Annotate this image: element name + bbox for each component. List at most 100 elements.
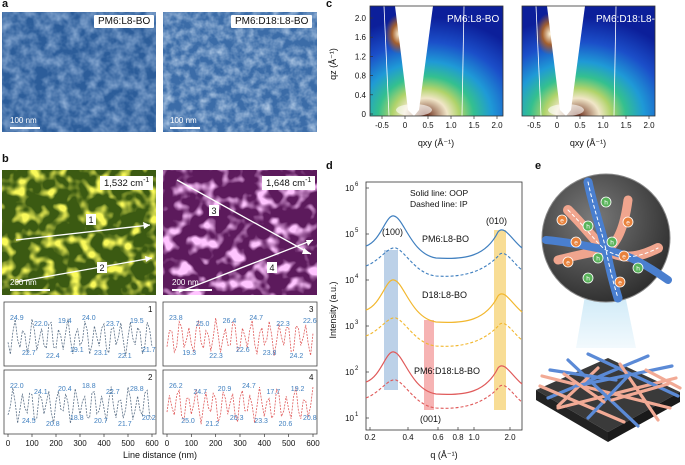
carrier-badge-text: e: [574, 240, 578, 247]
carrier-badge: [614, 276, 626, 288]
profile-label: 19.4: [58, 318, 72, 325]
d-y-tick: 10: [345, 414, 354, 423]
profile-box-3: [162, 301, 318, 367]
carrier-badge-text: e: [626, 220, 630, 227]
panel-letter-b: b: [2, 153, 9, 165]
profile-label: 22.3: [209, 353, 223, 360]
series-label: PM6:D18:L8-BO: [414, 366, 480, 376]
carrier-badge: [556, 214, 568, 226]
panel-letter-a: a: [2, 0, 9, 10]
profile-label: 25.0: [181, 418, 195, 425]
carrier-badge: [570, 236, 582, 248]
profile-trace-3: [166, 318, 314, 356]
band-001: [424, 320, 434, 410]
d-y-label: Intensity (a.u.): [328, 281, 338, 338]
carrier-badge: [600, 196, 612, 208]
profile-tick-label: 0: [165, 439, 170, 448]
profile-tick-label: 100: [25, 439, 39, 448]
c-x-tick: 2.0: [491, 121, 503, 130]
tem-right-label: PM6:D18:L8-BO: [231, 15, 313, 28]
profile-tick-label: 200: [49, 439, 63, 448]
legend-dashed: Dashed line: IP: [410, 199, 468, 209]
giwaxs-left-label: PM6:L8-BO: [447, 14, 500, 25]
carrier-badge-text: h: [596, 256, 600, 263]
scalebar-b-left-text: 200 nm: [10, 278, 37, 287]
d-y-tick: 10: [345, 276, 354, 285]
carrier-badge: [632, 262, 644, 274]
profile-label: 26.2: [169, 383, 183, 390]
line-marker-2: 2: [99, 263, 104, 273]
profile-label: 22.6: [303, 318, 317, 325]
line-marker-4: 4: [269, 263, 274, 273]
curve-oop-0: [365, 215, 523, 260]
d-y-exp: 1: [355, 412, 359, 418]
wavenumber-left: 1,532 cm-1: [100, 176, 154, 191]
schematic-badges: h e h e e h h e e h h e: [556, 196, 644, 288]
profile-label: 22.7: [22, 350, 36, 357]
carrier-badge-text: e: [560, 218, 564, 225]
profile-label: 23.7: [106, 321, 120, 328]
profile-label: 23.1: [94, 350, 108, 357]
scalebar-a-left: [10, 127, 40, 129]
d-y-exp: 6: [355, 182, 359, 188]
band-010: [494, 230, 506, 410]
giwaxs-right-label: PM6:D18:L8-BO: [596, 14, 670, 25]
ir-map-left: 1 2: [2, 170, 156, 295]
profile-tick-label: 400: [97, 439, 111, 448]
profile-label: 20.2: [142, 415, 156, 422]
carrier-badge-text: e: [622, 254, 626, 261]
d-y-tick: 10: [345, 184, 354, 193]
profile-label: 23.3: [254, 418, 268, 425]
d-y-tick: 10: [345, 368, 354, 377]
profile-label: 22.0: [34, 321, 48, 328]
xrd-chart: PM6:L8-BO D18:L8-BO PM6:D18:L8-BO Solid lin…: [328, 181, 523, 460]
profile-label: 19.1: [70, 347, 84, 354]
profile-label: 24.9: [10, 315, 24, 322]
carrier-badge-text: h: [586, 224, 590, 231]
profile-label: 25.0: [196, 321, 210, 328]
carrier-badge: [582, 220, 594, 232]
c-y-label: qz (Å⁻¹): [328, 48, 338, 80]
peak-100: (100): [382, 227, 403, 237]
carrier-badge-text: h: [604, 200, 608, 207]
profile-trace-1: [7, 318, 153, 357]
profile-label: 28.8: [130, 386, 144, 393]
d-x-tick: 0.8: [452, 433, 464, 442]
profile-label: 23.8: [263, 350, 277, 357]
profile-label: 22.1: [118, 353, 132, 360]
band-100: [384, 250, 398, 390]
profile-label: 22.0: [10, 383, 24, 390]
c-x-tick: 1.0: [597, 121, 609, 130]
d-y-exp: 2: [355, 366, 359, 372]
c-y-tick: 0: [362, 110, 367, 119]
c-x-label: qxy (Å⁻¹): [418, 138, 454, 148]
profile-label: 19.5: [130, 318, 144, 325]
profile-label: 24.5: [22, 418, 36, 425]
profile-label: 21.7: [118, 421, 132, 428]
curve-oop-2: [365, 351, 523, 396]
d-y-exp: 4: [355, 274, 359, 280]
c-x-tick: 0: [403, 121, 408, 130]
morphology-schematic: h e h e e h h e e h h e: [536, 173, 682, 442]
c-x-tick: 1.5: [468, 121, 480, 130]
scalebar-a-right: [170, 127, 200, 129]
profile-tick-label: 300: [233, 439, 247, 448]
series-label: D18:L8-BO: [422, 290, 467, 300]
profile-x-label: Line distance (nm): [123, 450, 197, 460]
profile-label: 19.3: [182, 350, 196, 357]
profile-tick-label: 600: [145, 439, 159, 448]
line-marker-1: 1: [88, 215, 93, 225]
profile-id: 1: [148, 305, 153, 314]
c-y-tick: 1.2: [355, 52, 367, 61]
curve-ip-1: [365, 317, 523, 347]
profile-tick-label: 200: [209, 439, 223, 448]
c-y-tick: 1.6: [355, 33, 367, 42]
c-y-tick: 2.0: [355, 14, 367, 23]
profile-label: 20.4: [58, 386, 72, 393]
curve-ip-2: [365, 379, 523, 409]
profile-trace-4: [166, 386, 314, 425]
scalebar-b-right-text: 200 nm: [172, 278, 199, 287]
scalebar-b-left: [10, 289, 50, 291]
profile-label: 22.7: [106, 389, 120, 396]
carrier-badge: [562, 256, 574, 268]
